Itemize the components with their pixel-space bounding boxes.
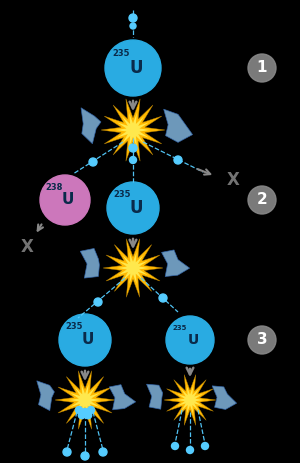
Polygon shape <box>146 384 163 409</box>
Text: 235: 235 <box>173 325 187 331</box>
Circle shape <box>89 158 97 166</box>
Circle shape <box>130 23 136 29</box>
Polygon shape <box>176 386 204 414</box>
Polygon shape <box>55 371 115 429</box>
Circle shape <box>85 412 92 419</box>
Text: 235: 235 <box>112 49 130 58</box>
Polygon shape <box>164 375 216 425</box>
Text: U: U <box>82 332 94 348</box>
Circle shape <box>82 408 88 415</box>
Text: U: U <box>187 333 199 347</box>
Text: 3: 3 <box>257 332 267 348</box>
Circle shape <box>94 298 102 306</box>
Circle shape <box>248 54 276 82</box>
Circle shape <box>187 446 194 453</box>
Text: U: U <box>130 59 143 77</box>
Circle shape <box>248 326 276 354</box>
Circle shape <box>248 186 276 214</box>
Polygon shape <box>101 99 165 161</box>
Polygon shape <box>103 239 163 297</box>
Circle shape <box>78 412 85 419</box>
Circle shape <box>129 144 137 152</box>
Circle shape <box>59 314 111 366</box>
Circle shape <box>99 448 107 456</box>
Circle shape <box>63 448 71 456</box>
Text: X: X <box>226 171 239 189</box>
Circle shape <box>166 316 214 364</box>
Circle shape <box>107 182 159 234</box>
Circle shape <box>81 452 89 460</box>
Text: 235: 235 <box>113 190 131 199</box>
Circle shape <box>40 175 90 225</box>
Circle shape <box>174 156 182 164</box>
Text: 235: 235 <box>65 322 83 331</box>
Polygon shape <box>37 381 54 411</box>
Circle shape <box>129 14 137 22</box>
Polygon shape <box>109 385 136 410</box>
Polygon shape <box>80 249 99 278</box>
Polygon shape <box>116 252 149 284</box>
Circle shape <box>130 156 136 163</box>
Circle shape <box>105 40 161 96</box>
Text: X: X <box>21 238 33 256</box>
Circle shape <box>88 407 94 413</box>
Circle shape <box>76 407 82 413</box>
Text: U: U <box>129 199 143 217</box>
Text: U: U <box>62 193 74 207</box>
Polygon shape <box>116 113 151 147</box>
Circle shape <box>172 443 178 450</box>
Polygon shape <box>212 386 237 409</box>
Polygon shape <box>68 384 101 416</box>
Text: 238: 238 <box>46 182 63 192</box>
Circle shape <box>202 443 208 450</box>
Text: 1: 1 <box>257 61 267 75</box>
Circle shape <box>159 294 167 302</box>
Polygon shape <box>81 108 101 144</box>
Text: 2: 2 <box>256 193 267 207</box>
Polygon shape <box>162 250 190 276</box>
Polygon shape <box>164 109 193 142</box>
